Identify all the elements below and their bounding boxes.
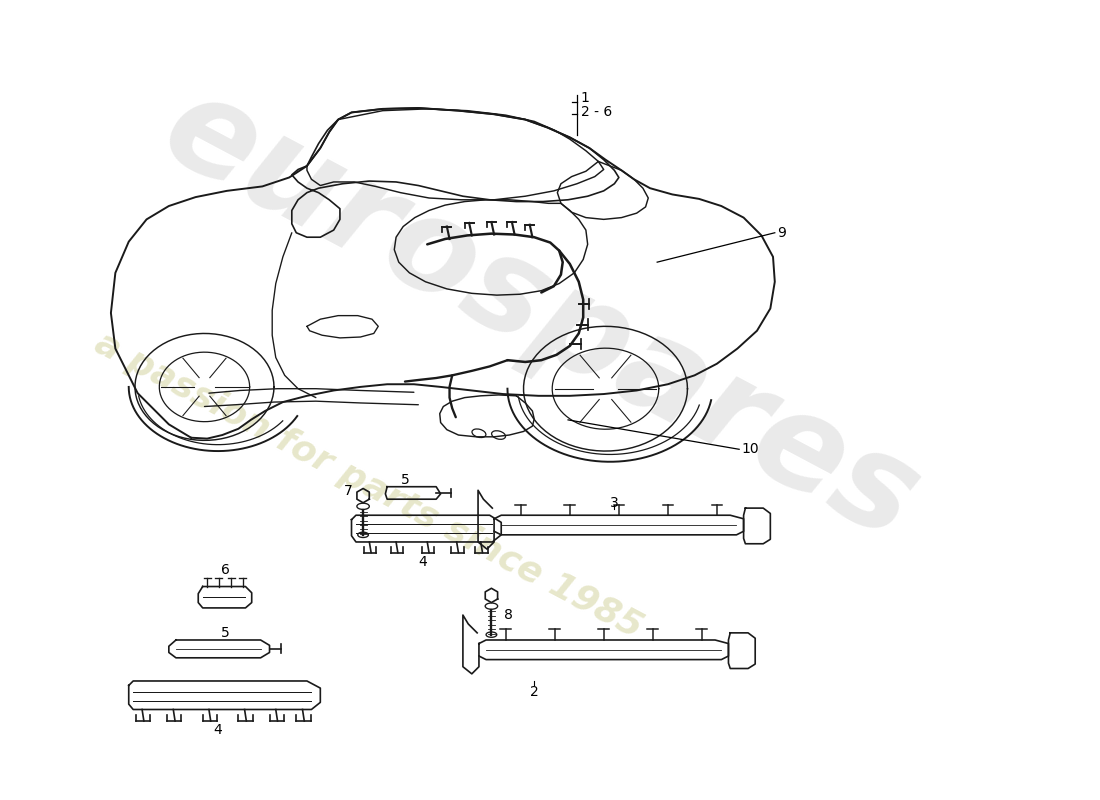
Text: 7: 7 — [343, 484, 352, 498]
Text: a passion for parts since 1985: a passion for parts since 1985 — [89, 326, 648, 646]
Text: 2: 2 — [530, 685, 539, 698]
Text: 2 - 6: 2 - 6 — [581, 105, 612, 118]
Text: 4: 4 — [213, 723, 222, 737]
Text: 1: 1 — [581, 91, 590, 105]
Text: eurospares: eurospares — [142, 63, 938, 567]
Text: 5: 5 — [400, 473, 409, 486]
Text: 8: 8 — [504, 608, 513, 622]
Text: 4: 4 — [418, 554, 427, 569]
Text: 10: 10 — [741, 442, 759, 456]
Text: 5: 5 — [221, 626, 229, 640]
Text: 6: 6 — [220, 563, 230, 578]
Text: 3: 3 — [610, 496, 619, 510]
Text: 9: 9 — [778, 226, 786, 240]
